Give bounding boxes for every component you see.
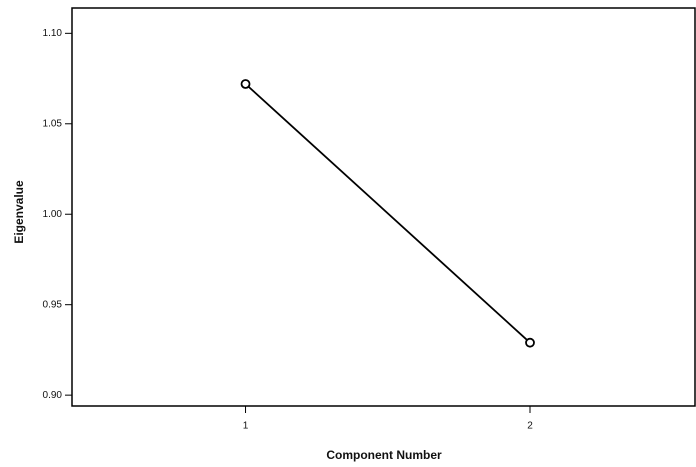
x-tick-label: 1 xyxy=(243,421,249,432)
y-tick-label: 0.95 xyxy=(43,299,63,310)
point-marker xyxy=(240,79,251,89)
y-axis-title: Eigenvalue xyxy=(12,180,26,244)
y-tick-label: 1.00 xyxy=(43,209,63,220)
x-axis-title: Component Number xyxy=(326,448,442,462)
y-tick-label: 1.10 xyxy=(43,28,63,39)
y-tick-label: 0.90 xyxy=(43,390,63,401)
point-marker xyxy=(525,337,535,348)
plot-frame xyxy=(71,7,696,407)
x-tick-label: 2 xyxy=(527,421,533,432)
y-tick-label: 1.05 xyxy=(43,118,63,129)
series-line xyxy=(244,83,531,344)
